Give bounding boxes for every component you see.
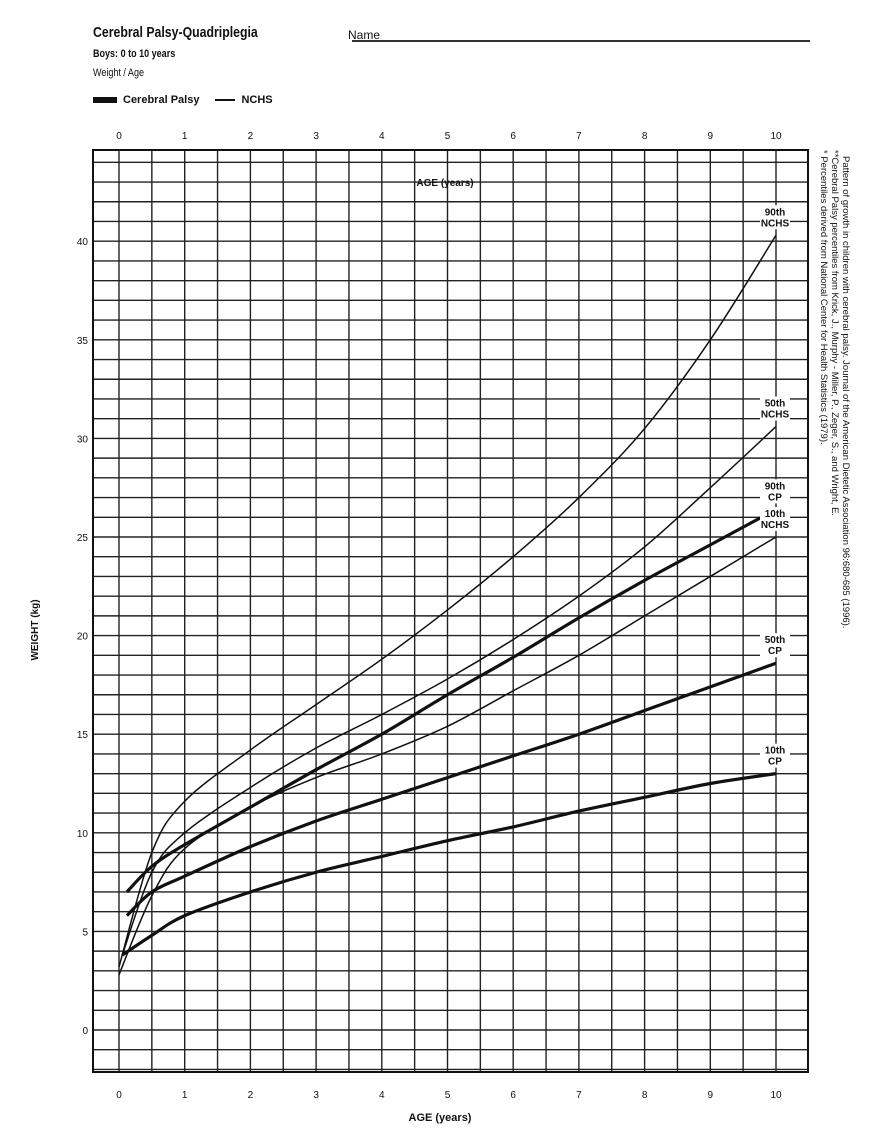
name-label: Name — [348, 28, 381, 42]
x-tick-top: 2 — [248, 131, 254, 142]
curve-label-50th-cp: CP — [768, 646, 782, 657]
curve-labels: 90thNCHS50thNCHS90thCP10thNCHS50thCP10th… — [760, 205, 790, 768]
x-tick-top: 4 — [379, 131, 385, 142]
chart-title: Cerebral Palsy-Quadriplegia — [93, 24, 258, 41]
x-tick-top: 10 — [770, 131, 782, 142]
y-tick: 15 — [77, 730, 89, 741]
y-tick: 20 — [77, 632, 89, 643]
curve-label-50th-cp: 50th — [765, 635, 786, 646]
x-tick-bottom: 2 — [248, 1090, 254, 1101]
x-tick-bottom: 8 — [642, 1090, 648, 1101]
curve-label-10th-cp: 10th — [765, 746, 786, 757]
x-tick-top: 7 — [576, 131, 582, 142]
grid — [92, 149, 809, 1073]
x-tick-bottom: 0 — [116, 1090, 122, 1101]
legend-swatch-thick — [93, 97, 117, 103]
curve-label-90th-nchs: NCHS — [761, 218, 790, 229]
x-tick-bottom: 5 — [445, 1090, 451, 1101]
curve-label-10th-nchs: 10th — [765, 509, 786, 520]
label-bg — [760, 205, 790, 230]
x-tick-top: 6 — [510, 131, 516, 142]
label-bg — [760, 396, 790, 421]
x-tick-bottom: 9 — [708, 1090, 714, 1101]
curve-label-90th-nchs: 90th — [765, 207, 786, 218]
y-tick: 30 — [77, 434, 89, 445]
curve-90th-cp — [125, 507, 777, 894]
x-tick-bottom: 1 — [182, 1090, 188, 1101]
x-axis-label-top: AGE (years) — [416, 178, 473, 189]
curve-label-50th-nchs: 50th — [765, 399, 786, 410]
x-tick-top: 0 — [116, 131, 122, 142]
x-tick-top: 9 — [708, 131, 714, 142]
curve-10th-cp — [121, 772, 777, 957]
chart-subtitle: Boys: 0 to 10 years — [93, 48, 176, 60]
label-bg — [760, 743, 790, 768]
legend: Cerebral Palsy NCHS — [93, 94, 273, 106]
x-tick-top: 1 — [182, 131, 188, 142]
legend-swatch-thin — [215, 99, 236, 101]
footnote-2: **Cerebral Palsy percentiles from Krick,… — [829, 150, 840, 516]
y-tick: 40 — [77, 237, 89, 248]
x-tick-bottom: 4 — [379, 1090, 385, 1101]
y-tick: 5 — [82, 927, 88, 938]
x-tick-bottom: 6 — [510, 1090, 516, 1101]
x-axis-label-bottom: AGE (years) — [409, 1112, 472, 1124]
y-tick: 10 — [77, 829, 89, 840]
x-tick-bottom: 3 — [313, 1090, 319, 1101]
curve-label-10th-cp: CP — [768, 757, 782, 768]
x-tick-top: 5 — [445, 131, 451, 142]
x-tick-top: 8 — [642, 131, 648, 142]
curve-10th-nchs — [118, 536, 777, 976]
legend-label-cp: Cerebral Palsy — [123, 94, 200, 106]
y-axis-label: WEIGHT (kg) — [30, 599, 41, 660]
x-tick-top: 3 — [313, 131, 319, 142]
x-tick-bottom: 7 — [576, 1090, 582, 1101]
curve-label-90th-cp: CP — [768, 492, 782, 503]
footnote-1: * Percentiles derived from National Cent… — [818, 150, 829, 445]
footnotes: * Percentiles derived from National Cent… — [818, 150, 851, 628]
y-tick: 35 — [77, 336, 89, 347]
tick-labels: 0 0 1 1 2 2 3 3 4 4 5 5 6 6 7 7 8 8 9 9 10 10 0 5 10 15 20 25 30 35 40 — [77, 131, 782, 1101]
curves — [118, 234, 777, 976]
chart-measure: Weight / Age — [93, 67, 144, 79]
curve-90th-nchs — [118, 234, 777, 968]
y-tick: 25 — [77, 533, 89, 544]
curve-label-10th-nchs: NCHS — [761, 520, 790, 531]
name-field-line[interactable] — [352, 40, 810, 42]
curve-label-50th-nchs: NCHS — [761, 410, 790, 421]
curve-50th-cp — [125, 661, 777, 917]
grid-border — [92, 149, 809, 1073]
label-bg — [760, 633, 790, 658]
label-bg — [760, 507, 790, 531]
footnote-3: Pattern of growth in children with cereb… — [840, 156, 851, 628]
curve-label-90th-cp: 90th — [765, 481, 786, 492]
y-tick: 0 — [82, 1026, 88, 1037]
x-tick-bottom: 10 — [770, 1090, 782, 1101]
legend-label-nchs: NCHS — [241, 94, 273, 106]
label-bg — [760, 479, 790, 504]
curve-50th-nchs — [121, 426, 777, 956]
